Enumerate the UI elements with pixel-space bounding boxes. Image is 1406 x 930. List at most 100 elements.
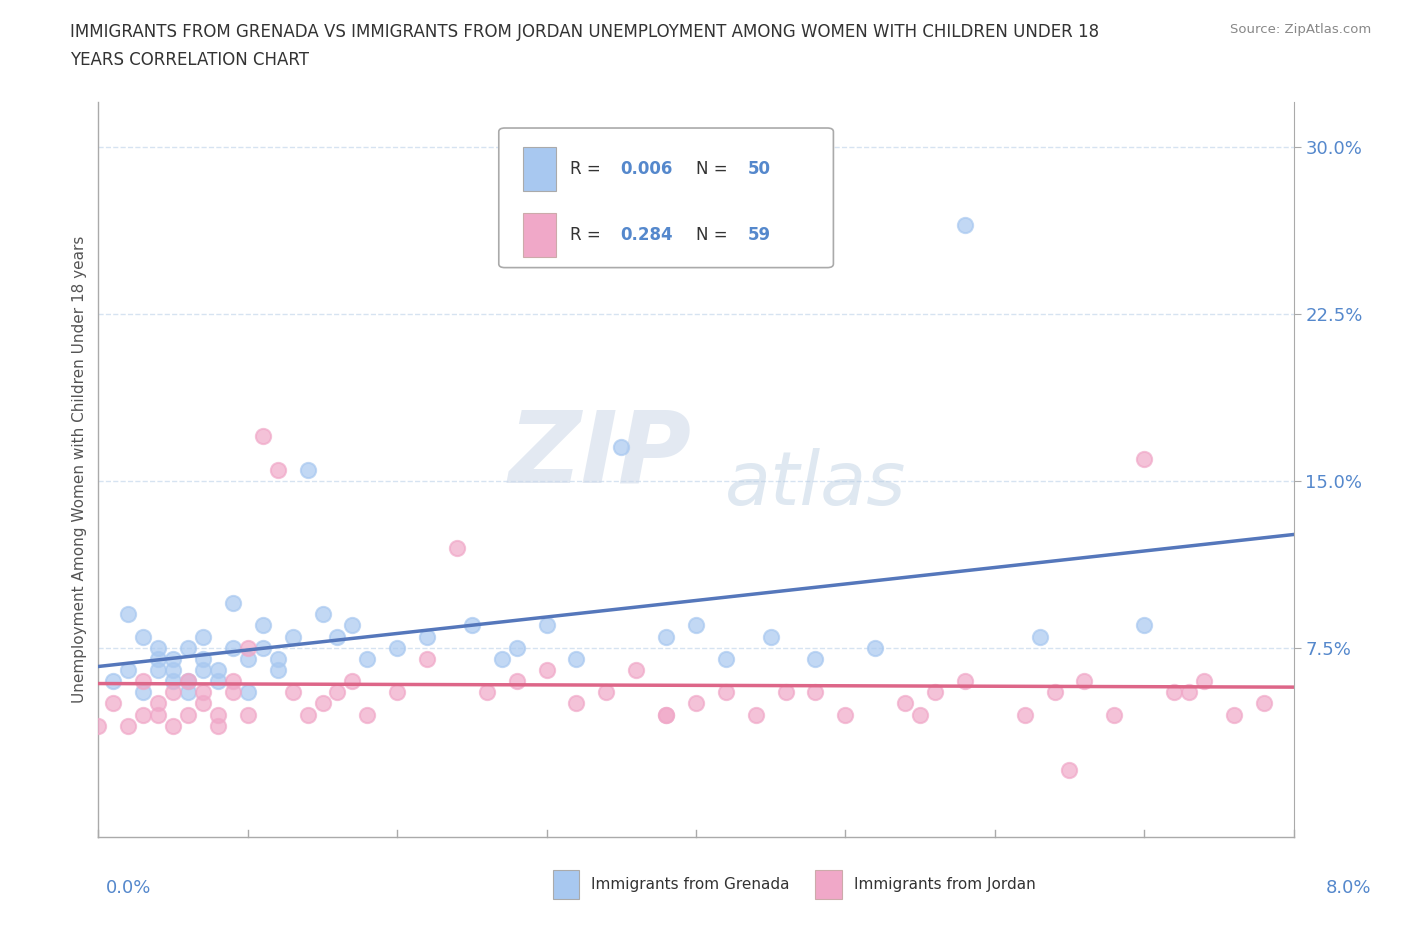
Point xyxy=(342,618,364,633)
Point xyxy=(865,641,887,656)
Point xyxy=(117,607,139,622)
Point xyxy=(297,462,319,477)
Point xyxy=(191,696,214,711)
Point xyxy=(924,684,946,699)
Point xyxy=(207,673,229,688)
Point xyxy=(1178,684,1201,699)
Point xyxy=(1073,673,1095,688)
Point xyxy=(610,440,633,455)
Text: 0.284: 0.284 xyxy=(620,226,673,244)
Point xyxy=(655,707,678,722)
Point xyxy=(236,641,259,656)
Point xyxy=(162,673,184,688)
Point xyxy=(222,641,245,656)
Point xyxy=(117,718,139,733)
Text: IMMIGRANTS FROM GRENADA VS IMMIGRANTS FROM JORDAN UNEMPLOYMENT AMONG WOMEN WITH : IMMIGRANTS FROM GRENADA VS IMMIGRANTS FR… xyxy=(70,23,1099,41)
Point xyxy=(342,673,364,688)
Point xyxy=(595,684,617,699)
Point xyxy=(714,651,737,666)
Y-axis label: Unemployment Among Women with Children Under 18 years: Unemployment Among Women with Children U… xyxy=(72,236,87,703)
Point xyxy=(775,684,797,699)
Point xyxy=(834,707,856,722)
Point xyxy=(894,696,917,711)
Point xyxy=(252,641,274,656)
Point xyxy=(1133,451,1156,466)
Point xyxy=(311,696,333,711)
Point xyxy=(148,641,170,656)
Point xyxy=(655,630,678,644)
Point xyxy=(491,651,513,666)
Point xyxy=(162,651,184,666)
Point xyxy=(626,662,648,677)
Point xyxy=(236,684,259,699)
Point xyxy=(207,718,229,733)
Point xyxy=(953,673,976,688)
Point xyxy=(148,696,170,711)
Point xyxy=(536,662,558,677)
Point xyxy=(148,651,170,666)
Point xyxy=(162,662,184,677)
Text: 0.006: 0.006 xyxy=(620,160,673,178)
Point xyxy=(1163,684,1185,699)
Point xyxy=(103,673,125,688)
Point xyxy=(267,662,290,677)
Text: atlas: atlas xyxy=(724,448,907,521)
Point xyxy=(297,707,319,722)
Point xyxy=(207,662,229,677)
Point xyxy=(236,651,259,666)
Point xyxy=(1059,763,1081,777)
Point xyxy=(953,218,976,232)
Point xyxy=(1043,684,1066,699)
Point xyxy=(132,707,155,722)
Point xyxy=(252,618,274,633)
Text: Immigrants from Grenada: Immigrants from Grenada xyxy=(591,877,789,892)
Bar xyxy=(523,147,557,191)
Point xyxy=(475,684,498,699)
Point xyxy=(132,630,155,644)
Point xyxy=(177,684,200,699)
Point xyxy=(191,651,214,666)
Point xyxy=(385,684,409,699)
Point xyxy=(1223,707,1246,722)
Point xyxy=(446,540,468,555)
Point xyxy=(117,662,139,677)
Point xyxy=(655,707,678,722)
Point xyxy=(87,718,110,733)
Point xyxy=(103,696,125,711)
Point xyxy=(162,684,184,699)
Text: 59: 59 xyxy=(748,226,770,244)
Point xyxy=(356,651,378,666)
Bar xyxy=(553,870,579,899)
Point xyxy=(177,707,200,722)
Bar xyxy=(523,213,557,257)
Point xyxy=(177,641,200,656)
Text: Source: ZipAtlas.com: Source: ZipAtlas.com xyxy=(1230,23,1371,36)
Point xyxy=(281,684,304,699)
Point xyxy=(565,696,588,711)
Point xyxy=(191,662,214,677)
Point xyxy=(759,630,782,644)
Point xyxy=(1104,707,1126,722)
Point xyxy=(267,651,290,666)
Point xyxy=(685,696,707,711)
Point xyxy=(267,462,290,477)
Bar xyxy=(815,870,842,899)
Point xyxy=(536,618,558,633)
Point xyxy=(252,429,274,444)
Text: R =: R = xyxy=(571,226,606,244)
Point xyxy=(191,684,214,699)
Point xyxy=(222,684,245,699)
Text: 50: 50 xyxy=(748,160,770,178)
Text: 0.0%: 0.0% xyxy=(105,879,150,897)
Point xyxy=(908,707,931,722)
Point xyxy=(1014,707,1036,722)
Point xyxy=(565,651,588,666)
Point xyxy=(326,684,349,699)
Text: Immigrants from Jordan: Immigrants from Jordan xyxy=(853,877,1035,892)
Point xyxy=(461,618,484,633)
Point xyxy=(506,641,529,656)
Point xyxy=(177,673,200,688)
Point xyxy=(385,641,409,656)
Point xyxy=(1028,630,1050,644)
Point xyxy=(804,684,827,699)
